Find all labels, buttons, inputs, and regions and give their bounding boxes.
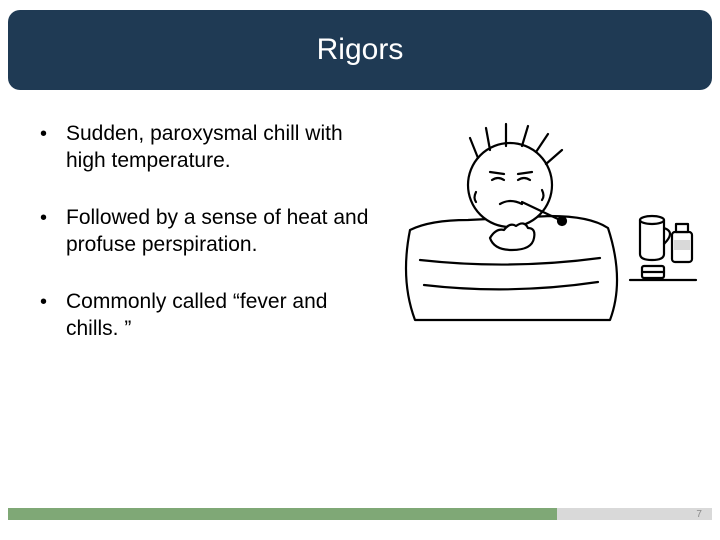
footer-remainder: 7	[557, 508, 712, 520]
list-item: • Followed by a sense of heat and profus…	[40, 204, 370, 258]
slide-title: Rigors	[317, 33, 404, 67]
footer-progress	[8, 508, 557, 520]
footer-bar: 7	[8, 508, 712, 520]
bullet-list: • Sudden, paroxysmal chill with high tem…	[40, 120, 370, 372]
slide: Rigors • Sudden, paroxysmal chill with h…	[0, 0, 720, 540]
title-bar: Rigors	[8, 10, 712, 90]
list-item: • Commonly called “fever and chills. ”	[40, 288, 370, 342]
sick-child-illustration	[390, 120, 700, 330]
bullet-icon: •	[40, 120, 66, 174]
bullet-icon: •	[40, 288, 66, 342]
bullet-text: Commonly called “fever and chills. ”	[66, 288, 370, 342]
sick-child-icon	[390, 120, 700, 330]
bullet-icon: •	[40, 204, 66, 258]
page-number: 7	[696, 509, 702, 520]
bullet-text: Followed by a sense of heat and profuse …	[66, 204, 370, 258]
bullet-text: Sudden, paroxysmal chill with high tempe…	[66, 120, 370, 174]
list-item: • Sudden, paroxysmal chill with high tem…	[40, 120, 370, 174]
